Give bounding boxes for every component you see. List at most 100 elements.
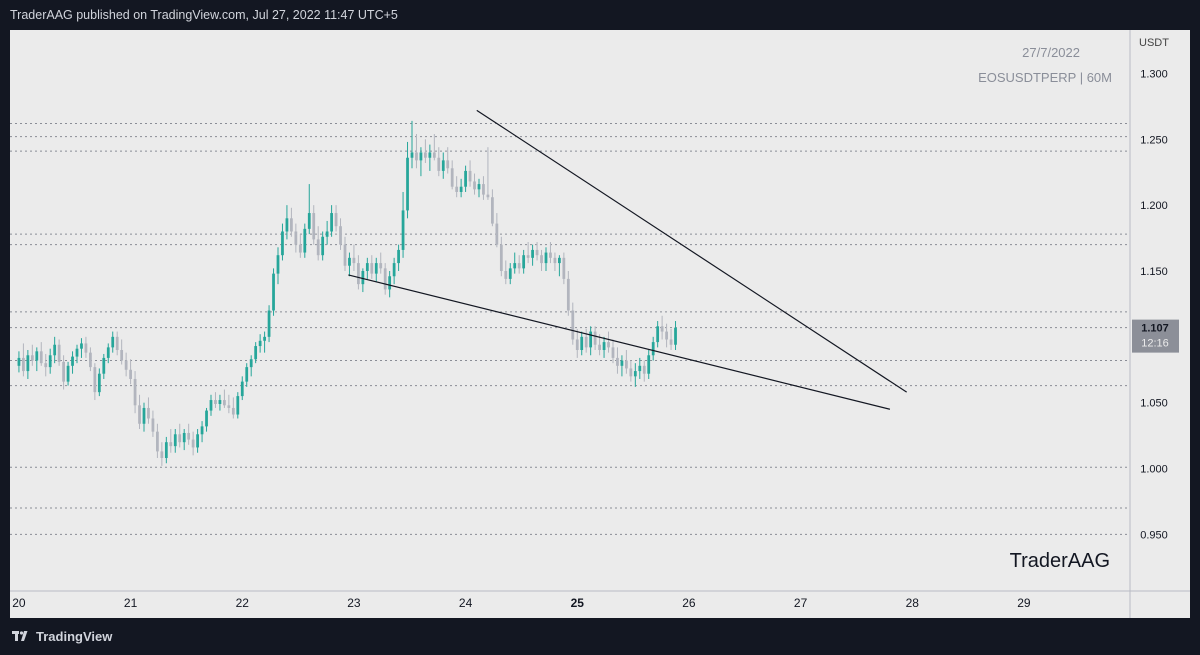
candle xyxy=(602,336,606,358)
candle-body xyxy=(392,263,396,277)
candle-body xyxy=(84,343,88,353)
candle xyxy=(71,351,74,374)
chart-frame[interactable]: 27/7/2022 EOSUSDTPERP | 60M TraderAAG US… xyxy=(10,30,1190,618)
candle-body xyxy=(44,363,48,368)
candle-body xyxy=(267,310,271,337)
candle-body xyxy=(656,326,660,343)
candle xyxy=(491,189,494,227)
candle xyxy=(245,363,249,387)
trendline[interactable] xyxy=(348,274,891,410)
candle xyxy=(531,244,534,266)
time-tick-label: 29 xyxy=(1017,596,1031,610)
candle xyxy=(616,347,619,374)
candle xyxy=(102,353,106,379)
candle-body xyxy=(48,355,52,368)
candle xyxy=(638,357,642,379)
candle-body xyxy=(406,157,409,211)
candle xyxy=(240,376,244,401)
candle-body xyxy=(290,218,293,232)
candle-body xyxy=(415,152,418,161)
candle-body xyxy=(437,157,441,171)
candle-body xyxy=(89,352,92,368)
candle-body xyxy=(540,255,543,264)
candle-body xyxy=(285,218,289,232)
trendline[interactable] xyxy=(476,109,907,393)
candle-body xyxy=(508,268,512,279)
candle xyxy=(80,338,83,358)
candle xyxy=(330,205,333,237)
candle-body xyxy=(39,351,43,364)
candle xyxy=(57,339,61,366)
candle xyxy=(218,394,222,411)
candle xyxy=(477,178,481,198)
candle-body xyxy=(231,407,235,415)
candle xyxy=(164,436,168,464)
candle-body xyxy=(156,431,159,452)
candle-body xyxy=(17,357,21,366)
candle xyxy=(53,336,57,364)
candle-body xyxy=(258,340,262,347)
candle-body xyxy=(495,223,499,245)
candle xyxy=(580,331,584,356)
candle xyxy=(455,176,459,198)
candle xyxy=(593,326,597,351)
candle-body xyxy=(227,405,231,408)
candle xyxy=(674,321,677,351)
candle-body xyxy=(602,342,606,351)
candle-body xyxy=(517,263,521,269)
candle xyxy=(214,392,217,408)
time-tick-label: 26 xyxy=(682,596,696,610)
candle-body xyxy=(669,339,673,345)
candle-body xyxy=(370,263,374,274)
candle-body xyxy=(97,373,101,393)
candle xyxy=(517,255,521,274)
candle xyxy=(316,226,320,261)
candle xyxy=(75,344,79,364)
candle-body xyxy=(124,360,128,370)
candle-body xyxy=(30,355,34,361)
candle xyxy=(307,184,311,235)
candle-body xyxy=(629,368,633,377)
candle-body xyxy=(357,263,360,285)
candle xyxy=(558,255,561,277)
candle xyxy=(147,397,150,424)
candle xyxy=(205,407,208,432)
candle xyxy=(30,344,34,366)
candle xyxy=(388,270,392,298)
candle xyxy=(290,207,293,237)
candle-body xyxy=(388,276,392,290)
candle xyxy=(464,165,467,192)
candle xyxy=(93,363,97,401)
candle xyxy=(106,343,110,364)
price-tick-label: 1.300 xyxy=(1140,68,1168,80)
candle xyxy=(611,339,615,364)
candle-body xyxy=(343,244,347,266)
candle-body xyxy=(115,336,119,351)
candle xyxy=(424,139,427,164)
candle-body xyxy=(173,434,177,447)
time-axis[interactable]: 20 21 22 23 24 25 26 27 28 29 xyxy=(12,596,1031,610)
candle-body xyxy=(205,410,208,427)
candle xyxy=(642,360,646,382)
time-tick-label: 20 xyxy=(12,596,26,610)
footer: TradingView xyxy=(0,618,1200,655)
candle xyxy=(633,363,637,387)
price-chart[interactable]: 27/7/2022 EOSUSDTPERP | 60M TraderAAG US… xyxy=(10,30,1190,618)
candle xyxy=(432,134,436,161)
candle-body xyxy=(178,434,182,443)
candle-body xyxy=(401,210,405,250)
candle-body xyxy=(133,378,137,406)
candle xyxy=(410,120,414,169)
candle-body xyxy=(584,336,588,348)
candle-body xyxy=(383,268,387,290)
candle-body xyxy=(580,336,584,351)
candle-body xyxy=(182,432,186,443)
candle-body xyxy=(379,263,383,269)
watermark: TraderAAG xyxy=(1010,550,1110,572)
candle-body xyxy=(410,152,414,158)
candle-body xyxy=(245,367,249,382)
candle-body xyxy=(522,255,526,269)
candle xyxy=(111,331,115,353)
candle xyxy=(124,352,128,377)
